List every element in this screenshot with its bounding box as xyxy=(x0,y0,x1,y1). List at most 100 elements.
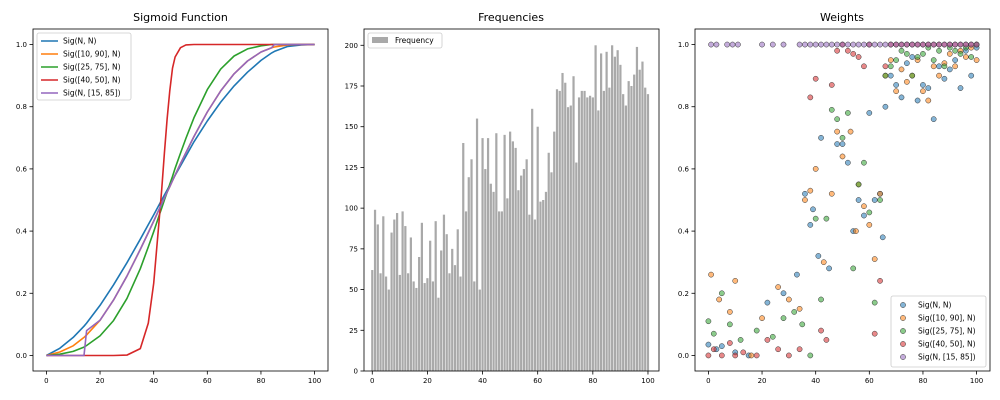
weights-point-series-1 xyxy=(973,57,980,63)
weights-point-series-2 xyxy=(845,110,851,116)
frequency-bar xyxy=(583,90,586,371)
weights-point-series-0 xyxy=(968,72,975,79)
weights-point-series-3 xyxy=(834,47,840,54)
weights-point-series-3 xyxy=(796,346,803,353)
weights-point-series-0 xyxy=(904,60,910,67)
weights-point-series-3 xyxy=(786,352,792,359)
weights-point-series-2 xyxy=(737,337,744,343)
frequency-bar xyxy=(561,72,564,371)
x-tick-label: 60 xyxy=(865,377,874,385)
frequency-bar xyxy=(506,198,509,371)
frequency-bar xyxy=(492,191,495,371)
frequencies-panel: Frequencies 0 20 40 60 80 100 0 25 50 75 100 125 150… xyxy=(345,11,660,385)
weights-point-series-4 xyxy=(839,41,846,48)
weights-point-series-0 xyxy=(893,82,899,88)
frequencies-marks xyxy=(371,45,650,372)
weights-point-series-1 xyxy=(853,228,859,234)
frequency-bar xyxy=(409,237,412,371)
legend-label: Sig([25, 75], N) xyxy=(918,327,976,336)
frequency-bar xyxy=(644,87,647,371)
weights-point-series-0 xyxy=(810,206,816,213)
weights-point-series-2 xyxy=(882,72,889,79)
frequency-bar xyxy=(547,152,550,371)
frequency-bar xyxy=(544,191,548,371)
weights-point-series-3 xyxy=(710,346,717,353)
x-tick-label: 60 xyxy=(203,377,212,385)
x-tick-label: 0 xyxy=(370,377,374,385)
frequency-bar xyxy=(646,94,650,371)
frequency-bar xyxy=(412,281,415,371)
weights-point-series-2 xyxy=(807,352,814,359)
frequency-bar xyxy=(473,281,476,371)
legend-label: Sig([40, 50], N) xyxy=(63,76,121,85)
weights-point-series-0 xyxy=(705,341,712,348)
weights-point-series-4 xyxy=(866,41,873,48)
frequency-bar xyxy=(442,214,446,371)
y-tick-label: 0.8 xyxy=(678,103,689,111)
weights-point-series-0 xyxy=(952,57,958,63)
weights-point-series-4 xyxy=(834,41,840,48)
frequency-bar xyxy=(605,51,608,372)
x-tick-label: 40 xyxy=(478,377,487,385)
weights-point-series-1 xyxy=(834,128,840,135)
legend-label: Sig(N, [15, 85]) xyxy=(918,353,976,362)
weights-point-series-2 xyxy=(861,159,867,166)
weights-point-series-1 xyxy=(807,187,814,194)
frequency-bar xyxy=(564,82,567,372)
frequency-bar xyxy=(459,276,462,371)
weights-point-series-4 xyxy=(930,41,937,48)
weights-title: Weights xyxy=(820,11,864,24)
weights-point-series-2 xyxy=(799,321,806,328)
frequency-bar xyxy=(395,213,399,371)
x-tick-label: 40 xyxy=(149,377,158,385)
weights-point-series-4 xyxy=(769,41,776,48)
weights-point-series-1 xyxy=(866,222,873,228)
frequency-bar xyxy=(619,64,622,371)
legend-label: Sig(N, N) xyxy=(918,301,952,310)
frequency-bar xyxy=(500,211,503,371)
frequency-bar xyxy=(486,138,490,371)
weights-point-series-0 xyxy=(898,94,905,101)
y-tick-label: 0.2 xyxy=(16,290,27,298)
frequency-bar xyxy=(387,289,390,371)
weights-point-series-0 xyxy=(941,75,948,82)
frequency-bar xyxy=(531,108,534,372)
frequency-bar xyxy=(616,50,619,372)
frequency-bar xyxy=(434,221,437,371)
legend-swatch xyxy=(900,341,906,347)
weights-point-series-1 xyxy=(904,79,910,85)
x-tick-label: 80 xyxy=(256,377,265,385)
weights-point-series-3 xyxy=(740,349,747,356)
frequency-bar xyxy=(497,211,501,371)
legend-label: Sig([25, 75], N) xyxy=(63,63,121,72)
weights-point-series-2 xyxy=(968,54,975,60)
sigmoid-series-line-4 xyxy=(46,43,315,357)
weights-point-series-4 xyxy=(735,41,741,48)
weights-point-series-1 xyxy=(732,277,739,284)
weights-axes: 0 20 40 60 80 100 0.0 0.2 0.4 0.6 0.8 1.0 xyxy=(678,41,983,385)
weights-point-series-1 xyxy=(802,197,808,203)
legend-label: Sig([10, 90], N) xyxy=(63,50,121,59)
weights-point-series-2 xyxy=(866,209,873,216)
weights-point-series-0 xyxy=(845,159,851,166)
weights-point-series-1 xyxy=(925,97,932,104)
frequency-bar xyxy=(613,56,616,371)
weights-point-series-1 xyxy=(812,166,819,172)
weights-point-series-4 xyxy=(807,41,814,48)
weights-point-series-2 xyxy=(834,116,840,123)
frequency-bar xyxy=(371,270,374,371)
weights-point-series-2 xyxy=(920,51,926,57)
y-tick-label: 0.0 xyxy=(678,352,689,360)
legend-box xyxy=(36,32,132,101)
frequency-bar xyxy=(390,232,393,371)
weights-point-series-2 xyxy=(753,327,760,334)
y-tick-label: 50 xyxy=(349,286,358,294)
weights-point-series-1 xyxy=(786,296,792,303)
x-tick-label: 0 xyxy=(44,377,48,385)
weights-point-series-4 xyxy=(925,41,932,48)
frequency-bar xyxy=(448,273,451,371)
frequency-bar xyxy=(550,172,553,371)
y-tick-label: 0.8 xyxy=(16,103,27,111)
weights-point-series-3 xyxy=(753,352,760,359)
